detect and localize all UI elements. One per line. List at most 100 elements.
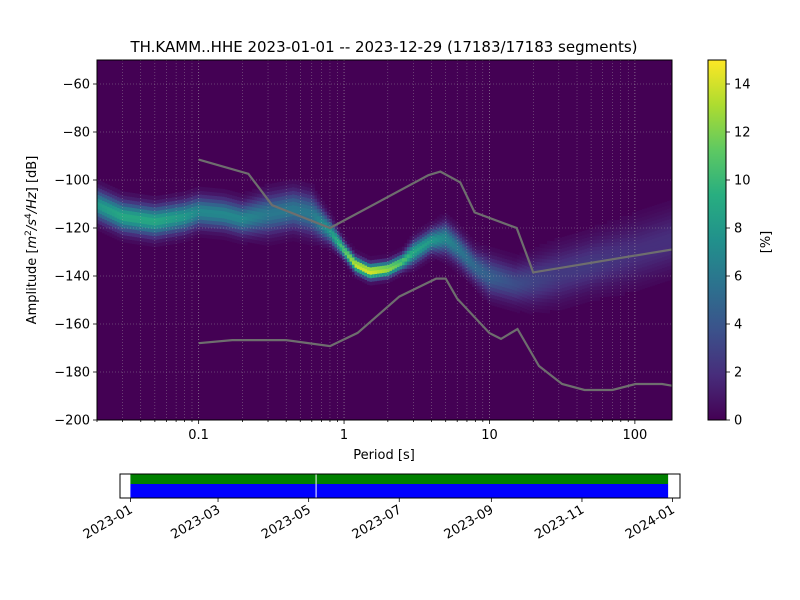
heatmap-cell bbox=[227, 233, 231, 238]
heatmap-cell bbox=[227, 197, 231, 202]
heatmap-cell bbox=[132, 214, 136, 219]
heatmap-cell bbox=[594, 296, 598, 301]
heatmap-cell bbox=[639, 245, 643, 251]
heatmap-cell bbox=[97, 190, 101, 195]
heatmap-cell bbox=[109, 189, 113, 194]
heatmap-cell bbox=[317, 201, 321, 206]
heatmap-cell bbox=[449, 235, 453, 240]
heatmap-cell bbox=[434, 233, 438, 238]
heatmap-cell bbox=[229, 215, 233, 221]
heatmap-cell bbox=[454, 232, 458, 237]
heatmap-cell bbox=[422, 240, 426, 245]
heatmap-cell bbox=[257, 229, 261, 234]
heatmap-cell bbox=[449, 253, 453, 258]
heatmap-cell bbox=[314, 223, 318, 228]
heatmap-cell bbox=[582, 281, 586, 286]
heatmap-cell bbox=[142, 241, 146, 246]
heatmap-cell bbox=[419, 245, 423, 250]
heatmap-cell bbox=[294, 179, 298, 185]
heatmap-cell bbox=[232, 191, 236, 196]
heatmap-cell bbox=[139, 219, 143, 224]
heatmap-cell bbox=[397, 248, 401, 253]
heatmap-cell bbox=[402, 246, 406, 251]
heatmap-cell bbox=[282, 199, 286, 204]
heatmap-cell bbox=[179, 199, 183, 204]
heatmap-cell bbox=[452, 251, 456, 256]
heatmap-cell bbox=[124, 227, 128, 233]
heatmap-cell bbox=[474, 256, 478, 261]
heatmap-cell bbox=[599, 235, 603, 240]
heatmap-cell bbox=[282, 213, 286, 218]
heatmap-cell bbox=[579, 289, 583, 294]
heatmap-cell bbox=[339, 250, 343, 255]
heatmap-cell bbox=[214, 188, 218, 193]
heatmap-cell bbox=[174, 221, 178, 226]
heatmap-cell bbox=[642, 270, 646, 275]
heatmap-cell bbox=[147, 242, 151, 247]
heatmap-cell bbox=[459, 226, 463, 231]
heatmap-cell bbox=[99, 217, 103, 222]
heatmap-cell bbox=[497, 292, 501, 297]
heatmap-cell bbox=[369, 281, 373, 286]
heatmap-cell bbox=[579, 300, 583, 305]
heatmap-cell bbox=[629, 248, 633, 253]
heatmap-cell bbox=[624, 233, 628, 239]
heatmap-cell bbox=[527, 309, 531, 314]
heatmap-cell bbox=[524, 294, 528, 299]
heatmap-cell bbox=[254, 225, 258, 230]
heatmap-cell bbox=[562, 254, 566, 260]
heatmap-cell bbox=[639, 281, 643, 287]
heatmap-cell bbox=[554, 255, 558, 261]
heatmap-cell bbox=[557, 248, 561, 254]
heatmap-cell bbox=[482, 252, 486, 257]
heatmap-cell bbox=[377, 265, 381, 271]
heatmap-cell bbox=[537, 272, 541, 277]
heatmap-cell bbox=[587, 243, 591, 249]
heatmap-cell bbox=[534, 290, 538, 295]
heatmap-cell bbox=[242, 226, 246, 231]
heatmap-cell bbox=[439, 253, 443, 258]
heatmap-cell bbox=[657, 279, 661, 285]
heatmap-cell bbox=[252, 188, 256, 193]
heatmap-cell bbox=[624, 241, 628, 246]
heatmap-cell bbox=[669, 236, 672, 241]
heatmap-cell bbox=[417, 250, 421, 255]
heatmap-cell bbox=[412, 246, 416, 251]
heatmap-cell bbox=[602, 267, 606, 272]
heatmap-cell bbox=[607, 242, 611, 247]
heatmap-cell bbox=[279, 196, 283, 201]
heatmap-cell bbox=[274, 197, 278, 202]
heatmap-cell bbox=[107, 188, 111, 193]
heatmap-cell bbox=[244, 237, 248, 242]
heatmap-cell bbox=[284, 191, 288, 196]
heatmap-cell bbox=[447, 229, 451, 234]
heatmap-cell bbox=[382, 258, 386, 263]
heatmap-cell bbox=[512, 267, 516, 272]
heatmap-cell bbox=[252, 203, 256, 208]
heatmap-cell bbox=[659, 210, 663, 215]
heatmap-cell bbox=[262, 222, 266, 228]
heatmap-cell bbox=[154, 210, 158, 215]
heatmap-cell bbox=[579, 282, 583, 287]
heatmap-cell bbox=[234, 228, 238, 233]
heatmap-cell bbox=[587, 251, 591, 256]
heatmap-cell bbox=[589, 235, 593, 241]
heatmap-cell bbox=[182, 238, 186, 243]
heatmap-cell bbox=[539, 261, 543, 266]
heatmap-cell bbox=[167, 215, 171, 220]
timeline-tick-label: 2023-03 bbox=[168, 502, 223, 542]
heatmap-cell bbox=[112, 190, 116, 195]
heatmap-cell bbox=[247, 191, 251, 196]
heatmap-cell bbox=[122, 216, 126, 221]
heatmap-cell bbox=[597, 239, 601, 244]
heatmap-cell bbox=[119, 237, 123, 242]
heatmap-cell bbox=[127, 235, 131, 240]
heatmap-cell bbox=[407, 243, 411, 248]
heatmap-cell bbox=[289, 215, 293, 221]
heatmap-cell bbox=[269, 237, 273, 242]
heatmap-cell bbox=[614, 241, 618, 246]
heatmap-cell bbox=[607, 263, 611, 268]
heatmap-cell bbox=[304, 222, 308, 227]
heatmap-cell bbox=[579, 271, 583, 276]
heatmap-cell bbox=[314, 226, 318, 232]
